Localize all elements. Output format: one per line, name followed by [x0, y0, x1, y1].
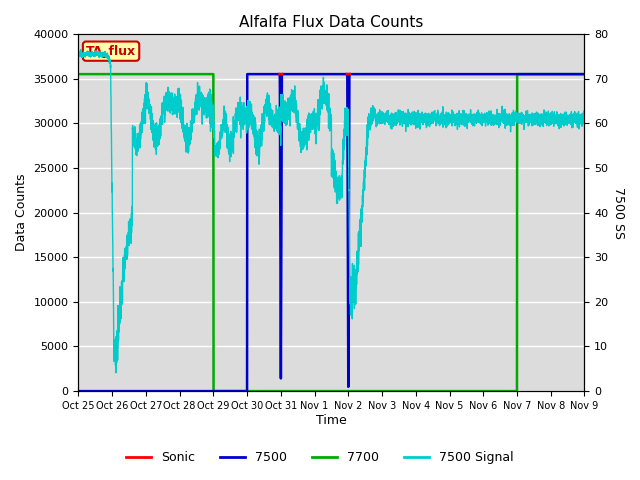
- Text: TA_flux: TA_flux: [86, 45, 136, 58]
- X-axis label: Time: Time: [316, 414, 347, 427]
- Title: Alfalfa Flux Data Counts: Alfalfa Flux Data Counts: [239, 15, 424, 30]
- Y-axis label: Data Counts: Data Counts: [15, 174, 28, 251]
- Legend: Sonic, 7500, 7700, 7500 Signal: Sonic, 7500, 7700, 7500 Signal: [121, 446, 519, 469]
- Y-axis label: 7500 SS: 7500 SS: [612, 187, 625, 239]
